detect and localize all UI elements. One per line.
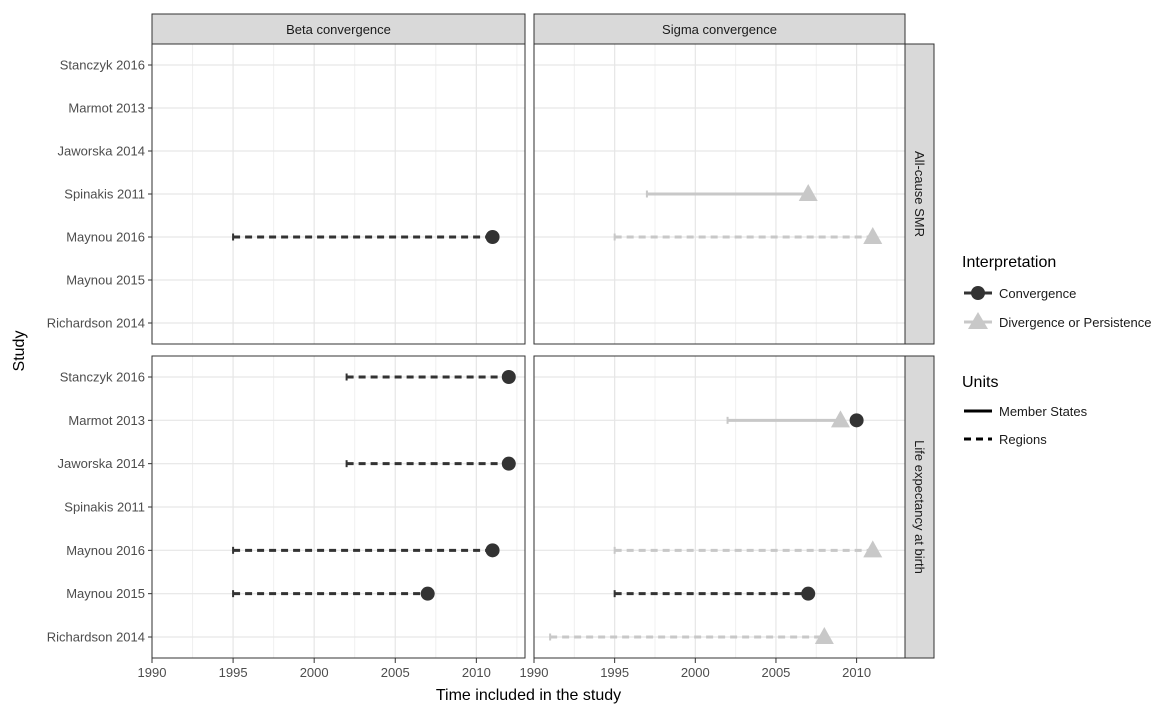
y-tick-label: Maynou 2015 bbox=[66, 273, 145, 288]
y-tick-label: Maynou 2016 bbox=[66, 230, 145, 245]
legend-title-interpretation: Interpretation bbox=[962, 254, 1056, 271]
point-divergence-maynou-2016-sigma-convergence-all-cause-smr bbox=[863, 227, 883, 244]
x-tick-label: 1990 bbox=[520, 665, 549, 680]
y-tick-label: Richardson 2014 bbox=[47, 630, 145, 645]
legend-key-divergence-or-persistence bbox=[968, 312, 988, 329]
point-divergence-spinakis-2011-sigma-convergence-all-cause-smr bbox=[798, 184, 818, 201]
x-tick-label: 1995 bbox=[219, 665, 248, 680]
x-tick-label: 2010 bbox=[842, 665, 871, 680]
point-convergence-marmot-2013-sigma-convergence-life-expectancy-at-birth bbox=[849, 413, 864, 428]
point-divergence-marmot-2013-sigma-convergence-life-expectancy-at-birth bbox=[830, 410, 850, 428]
strip-life-expectancy-at-birth bbox=[904, 355, 935, 659]
x-tick-label: 2000 bbox=[681, 665, 710, 680]
y-tick-label: Stanczyk 2016 bbox=[60, 370, 145, 385]
panel-life-expectancy-at-birth-beta-convergence bbox=[151, 356, 525, 658]
y-tick-label: Stanczyk 2016 bbox=[60, 58, 145, 73]
y-tick-label: Spinakis 2011 bbox=[64, 500, 145, 515]
x-tick-label: 1995 bbox=[600, 665, 629, 680]
strip-sigma-convergence bbox=[533, 13, 906, 45]
legend-label-member-states: Member States bbox=[999, 404, 1088, 419]
point-divergence-richardson-2014-sigma-convergence-life-expectancy-at-birth bbox=[814, 627, 834, 644]
x-tick-label: 1990 bbox=[138, 665, 167, 680]
y-tick-label: Jaworska 2014 bbox=[58, 144, 145, 159]
legend-label-divergence-or-persistence: Divergence or Persistence bbox=[999, 315, 1151, 330]
y-tick-label: Maynou 2015 bbox=[66, 586, 145, 601]
y-axis-title: Study bbox=[11, 331, 28, 372]
y-tick-label: Maynou 2016 bbox=[66, 543, 145, 558]
y-tick-label: Marmot 2013 bbox=[68, 413, 145, 428]
point-convergence-jaworska-2014-beta-convergence-life-expectancy-at-birth bbox=[501, 456, 516, 471]
x-axis-title: Time included in the study bbox=[436, 687, 621, 704]
point-convergence-maynou-2016-beta-convergence-life-expectancy-at-birth bbox=[485, 543, 500, 558]
x-tick-label: 2005 bbox=[761, 665, 790, 680]
legend-label-regions: Regions bbox=[999, 432, 1047, 447]
strip-label-all-cause-smr: All-cause SMR bbox=[912, 151, 927, 237]
x-tick-label: 2000 bbox=[300, 665, 329, 680]
point-convergence-maynou-2015-sigma-convergence-life-expectancy-at-birth bbox=[801, 586, 816, 601]
strip-all-cause-smr bbox=[904, 43, 935, 345]
legend-key-convergence bbox=[971, 286, 985, 300]
x-tick-label: 2005 bbox=[381, 665, 410, 680]
point-divergence-maynou-2016-sigma-convergence-life-expectancy-at-birth bbox=[863, 540, 883, 558]
strip-label-sigma-convergence: Sigma convergence bbox=[662, 22, 777, 37]
x-tick-label: 2010 bbox=[462, 665, 491, 680]
y-tick-label: Spinakis 2011 bbox=[64, 187, 145, 202]
legend-title-units: Units bbox=[962, 374, 998, 391]
y-tick-label: Marmot 2013 bbox=[68, 101, 145, 116]
panel-all-cause-smr-beta-convergence bbox=[151, 44, 525, 344]
point-convergence-stanczyk-2016-beta-convergence-life-expectancy-at-birth bbox=[501, 370, 516, 384]
strip-label-life-expectancy-at-birth: Life expectancy at birth bbox=[912, 440, 927, 574]
legend-label-convergence: Convergence bbox=[999, 286, 1076, 301]
strip-label-beta-convergence: Beta convergence bbox=[286, 22, 391, 37]
strip-beta-convergence bbox=[151, 13, 526, 45]
point-convergence-maynou-2016-beta-convergence-all-cause-smr bbox=[485, 230, 500, 244]
panel-life-expectancy-at-birth-sigma-convergence bbox=[533, 356, 905, 658]
point-convergence-maynou-2015-beta-convergence-life-expectancy-at-birth bbox=[420, 586, 435, 601]
y-tick-label: Richardson 2014 bbox=[47, 316, 145, 331]
y-tick-label: Jaworska 2014 bbox=[58, 456, 145, 471]
